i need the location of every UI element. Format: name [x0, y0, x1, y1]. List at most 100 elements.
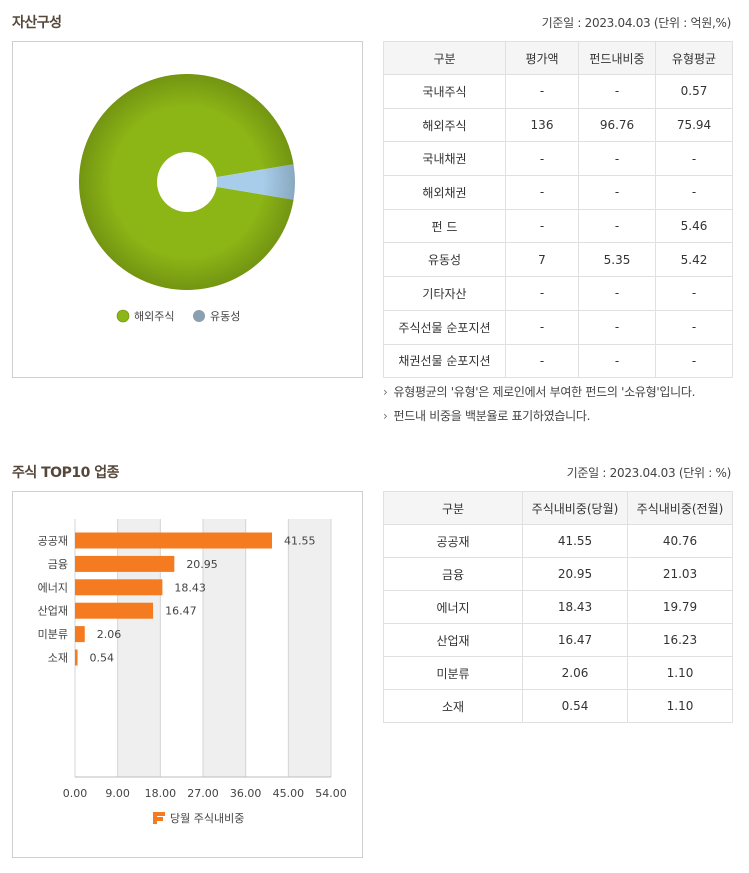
category-label: 소재: [48, 652, 68, 665]
table-cell: -: [655, 141, 733, 177]
table-cell: 5.46: [655, 208, 733, 244]
table-cell: 미분류: [383, 656, 523, 690]
legend-label: 유동성: [210, 310, 240, 323]
x-tick-label: 27.00: [187, 787, 219, 800]
table-cell: -: [505, 309, 579, 345]
table-cell: 해외채권: [383, 175, 506, 210]
category-label: 미분류: [38, 628, 68, 641]
plot-band: [203, 519, 246, 777]
table-cell: -: [578, 208, 656, 244]
table-cell: -: [505, 74, 579, 109]
table-cell: 공공재: [383, 524, 523, 558]
table-cell: 40.76: [627, 524, 733, 558]
data-label: 18.43: [174, 581, 206, 594]
asset-header-cell: 평가액: [505, 41, 579, 75]
chevron-right-icon: ›: [383, 409, 388, 423]
table-cell: 에너지: [383, 590, 523, 624]
table-row: 국내채권 - - -: [383, 141, 733, 177]
table-cell: 75.94: [655, 107, 733, 143]
asset-table-header-row: 구분 평가액 펀드내비중 유형평균: [383, 41, 733, 75]
table-cell: -: [655, 309, 733, 345]
category-label: 금융: [48, 558, 68, 571]
legend-swatch-icon: [116, 309, 130, 323]
legend-label: 당월 주식내비중: [170, 812, 244, 825]
sector-table-header-row: 구분 주식내비중(당월) 주식내비중(전월): [383, 491, 733, 525]
asset-chart-box: 해외주식 유동성: [12, 41, 363, 378]
table-cell: 주식선물 순포지션: [383, 309, 506, 345]
table-cell: 유동성: [383, 242, 506, 278]
data-label: 2.06: [97, 628, 122, 641]
data-label: 41.55: [284, 535, 316, 548]
table-row: 채권선물 순포지션 - - -: [383, 343, 733, 379]
legend-label: 해외주식: [134, 309, 174, 323]
x-tick-label: 18.00: [145, 787, 177, 800]
legend-swatch-icon: [193, 310, 205, 322]
legend-bar-icon-part: [157, 812, 165, 816]
category-label: 에너지: [38, 581, 68, 594]
asset-table: 구분 평가액 펀드내비중 유형평균 국내주식 - -0.57 해외주식 136 96.76…: [383, 41, 733, 379]
table-cell: 19.79: [627, 590, 733, 624]
table-cell: 해외주식: [383, 107, 506, 143]
table-row: 해외채권 - - -: [383, 175, 733, 210]
asset-section-title: 자산구성: [12, 15, 62, 31]
table-cell: -: [578, 343, 656, 379]
note-text: 유형평균의 '유형'은 제로인에서 부여한 펀드의 '소유형'입니다.: [393, 385, 696, 399]
table-cell: 1.10: [627, 656, 733, 690]
table-cell: 1.10: [627, 689, 733, 723]
table-row: 기타자산 - - -: [383, 276, 733, 311]
asset-base-date: 기준일 : 2023.04.03 (단위 : 억원,%): [541, 16, 732, 30]
bar: [75, 649, 78, 666]
table-cell: -: [505, 276, 579, 311]
table-cell: -: [578, 276, 656, 311]
table-row: 해외주식 136 96.76 75.94: [383, 107, 733, 143]
table-cell: -: [505, 141, 579, 177]
asset-header-cell: 펀드내비중: [578, 41, 656, 75]
table-cell: -: [578, 141, 656, 177]
asset-header-cell: 유형평균: [655, 41, 733, 75]
sector-header-cell: 주식내비중(당월): [522, 491, 628, 525]
note-item: › 유형평균의 '유형'은 제로인에서 부여한 펀드의 '소유형'입니다.: [383, 380, 695, 404]
table-cell: 국내주식: [383, 74, 506, 109]
data-label: 0.54: [90, 652, 115, 665]
table-row: 펀 드 - -5.46: [383, 208, 733, 244]
chevron-right-icon: ›: [383, 385, 388, 399]
bar: [75, 579, 163, 596]
table-cell: -: [578, 74, 656, 109]
table-row: 국내주식 - -0.57: [383, 74, 733, 109]
donut-hole: [157, 152, 217, 212]
sector-chart-box: 공공재 금융 에너지 산업재 미분류 소재 41.55 20.95 18.43 16.47 2.0…: [12, 491, 363, 858]
table-cell: 18.43: [522, 590, 628, 624]
table-row: 미분류 2.06 1.10: [383, 656, 733, 690]
sector-header-cell: 구분: [383, 491, 523, 525]
note-item: › 펀드내 비중을 백분율로 표기하였습니다.: [383, 404, 695, 428]
data-label: 16.47: [165, 605, 197, 618]
asset-notes: › 유형평균의 '유형'은 제로인에서 부여한 펀드의 '소유형'입니다. › 펀드…: [383, 380, 695, 428]
table-cell: -: [655, 276, 733, 311]
legend-bar-icon: [153, 812, 157, 824]
table-cell: 21.03: [627, 557, 733, 591]
table-row: 주식선물 순포지션 - - -: [383, 309, 733, 345]
table-row: 공공재 41.55 40.76: [383, 524, 733, 558]
table-cell: 금융: [383, 557, 523, 591]
table-cell: 0.57: [655, 74, 733, 109]
table-row: 에너지 18.43 19.79: [383, 590, 733, 624]
table-cell: 16.47: [522, 623, 628, 657]
table-cell: -: [505, 343, 579, 379]
table-row: 산업재 16.47 16.23: [383, 623, 733, 657]
table-cell: 2.06: [522, 656, 628, 690]
bar: [75, 626, 85, 643]
x-tick-label: 54.00: [315, 787, 347, 800]
table-cell: 16.23: [627, 623, 733, 657]
table-cell: 0.54: [522, 689, 628, 723]
table-cell: -: [655, 343, 733, 379]
data-label: 20.95: [186, 558, 218, 571]
table-cell: 5.35: [578, 242, 656, 278]
asset-donut-chart: 해외주식 유동성: [79, 74, 295, 323]
sector-base-date: 기준일 : 2023.04.03 (단위 : %): [566, 466, 732, 480]
table-cell: 소재: [383, 689, 523, 723]
table-cell: -: [578, 175, 656, 210]
table-cell: 41.55: [522, 524, 628, 558]
table-row: 유동성 7 5.35 5.42: [383, 242, 733, 278]
table-cell: 96.76: [578, 107, 656, 143]
